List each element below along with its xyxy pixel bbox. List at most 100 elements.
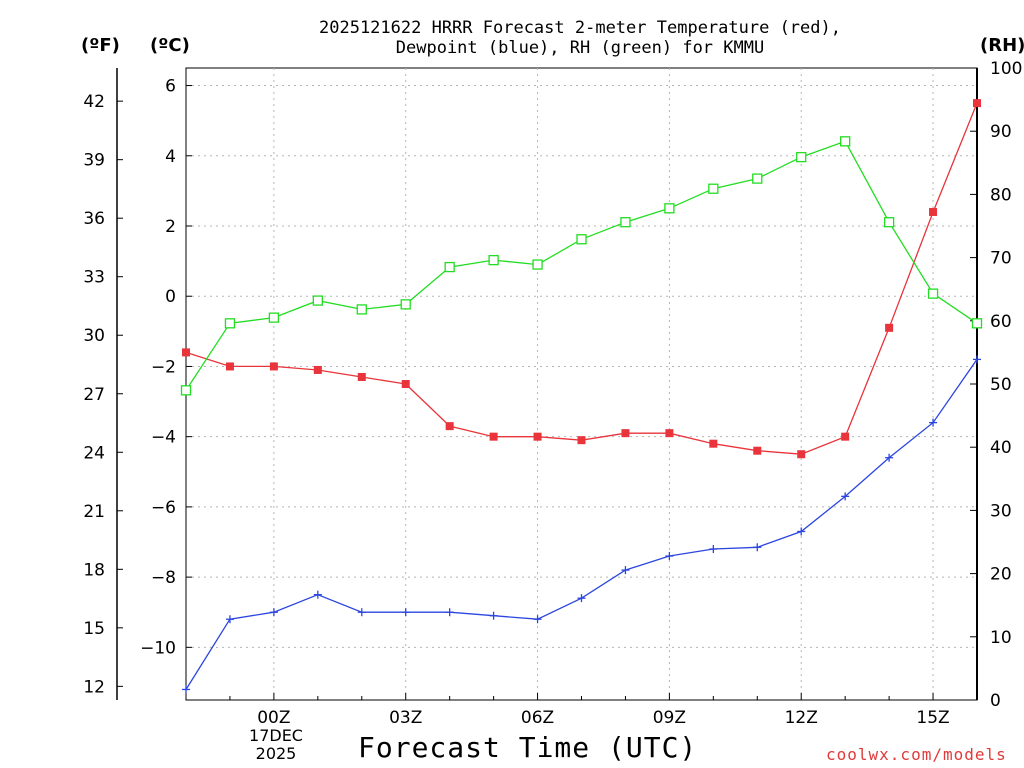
chart-title-line-1: 2025121622 HRRR Forecast 2-meter Tempera… [319, 18, 841, 38]
fahrenheit-tick-label: 33 [83, 268, 105, 288]
date-label-year: 2025 [255, 744, 297, 763]
dewpoint-point [182, 685, 190, 694]
celsius-unit-label: (ºC) [150, 35, 190, 56]
grid-lines [186, 68, 977, 700]
rh-axis: 0 10 20 30 40 50 60 70 80 90 100 [970, 59, 1022, 711]
2-meter-temperature-point [973, 99, 981, 108]
celsius-tick-label: 0 [165, 287, 176, 307]
2-meter-temperature-point [225, 362, 234, 371]
dewpoint-point [269, 608, 278, 617]
rh-point [708, 183, 719, 194]
fahrenheit-tick-label: 42 [83, 92, 105, 112]
2-meter-temperature-point [841, 432, 850, 441]
dewpoint-point [797, 527, 806, 536]
celsius-tick-label: −2 [151, 357, 176, 377]
dewpoint-point [489, 611, 498, 620]
rh-tick-label: 60 [990, 312, 1012, 332]
rh-point [752, 173, 763, 184]
2-meter-temperature-point [182, 348, 190, 357]
rh-point [664, 203, 675, 214]
rh-line [185, 140, 978, 391]
dewpoint-point [445, 608, 454, 617]
time-tick-label: 06Z [521, 708, 554, 728]
rh-tick-label: 30 [990, 501, 1012, 521]
rh-point [840, 136, 851, 147]
2-meter-temperature-point [885, 323, 894, 332]
rh-point [576, 234, 587, 245]
time-tick-label: 12Z [785, 708, 818, 728]
series-2-meter-temperature [182, 99, 981, 459]
rh-point [927, 288, 939, 299]
chart-title-line-2: Dewpoint (blue), RH (green) for KMMU [395, 38, 765, 58]
rh-point [224, 318, 236, 329]
rh-point [532, 259, 543, 270]
time-tick-label: 03Z [389, 708, 422, 728]
fahrenheit-tick-label: 24 [83, 443, 105, 463]
rh-point [488, 254, 499, 266]
series-rh [180, 136, 983, 396]
dewpoint-point [665, 552, 674, 561]
rh-unit-label: (RH) [980, 35, 1024, 56]
dewpoint-point [929, 418, 938, 427]
dewpoint-point [401, 608, 410, 617]
2-meter-temperature-point [665, 429, 674, 438]
fahrenheit-axis: 12 15 18 21 24 27 30 33 36 39 42 [83, 92, 123, 697]
celsius-tick-label: 2 [165, 217, 176, 237]
2-meter-temperature-point [577, 436, 586, 445]
dewpoint-point [533, 615, 542, 624]
rh-point [971, 318, 983, 329]
fahrenheit-tick-label: 30 [83, 326, 105, 346]
2-meter-temperature-point [445, 422, 454, 431]
time-tick-label: 09Z [653, 708, 686, 728]
date-label-day: 17DEC [249, 726, 303, 745]
2-meter-temperature-point [401, 380, 410, 388]
celsius-tick-label: −10 [140, 638, 176, 658]
celsius-tick-label: 4 [165, 147, 176, 167]
2-meter-temperature-point [533, 432, 542, 441]
rh-tick-label: 50 [990, 375, 1012, 395]
celsius-tick-label: 6 [165, 77, 176, 97]
fahrenheit-tick-label: 18 [83, 560, 105, 580]
fahrenheit-tick-label: 36 [83, 209, 105, 229]
dewpoint-point [709, 545, 718, 554]
time-axis: 00Z 03Z 06Z 09Z 12Z 15Z [185, 693, 978, 728]
dewpoint-point [577, 594, 586, 603]
rh-point [400, 299, 411, 310]
fahrenheit-tick-label: 12 [83, 677, 105, 697]
rh-point [180, 385, 192, 396]
dewpoint-point [885, 453, 894, 462]
fahrenheit-unit-label: (ºF) [81, 35, 120, 56]
fahrenheit-tick-label: 39 [83, 151, 105, 171]
rh-tick-label: 40 [990, 438, 1012, 458]
time-tick-label: 00Z [257, 708, 290, 728]
2-meter-temperature-point [269, 362, 278, 371]
series-layer [180, 99, 983, 694]
dewpoint-line [185, 359, 978, 690]
celsius-tick-label: −8 [151, 568, 176, 588]
rh-tick-label: 0 [990, 691, 1001, 711]
rh-point [356, 304, 367, 315]
dewpoint-point [313, 590, 322, 599]
2-meter-temperature-point [929, 207, 938, 216]
dewpoint-point [973, 355, 981, 364]
rh-tick-label: 90 [990, 122, 1012, 142]
plot-frame [185, 67, 978, 701]
rh-point [883, 217, 895, 228]
2-meter-temperature-point [621, 429, 630, 438]
series-dewpoint [182, 355, 981, 694]
rh-tick-label: 80 [990, 185, 1012, 205]
2-meter-temperature-point [357, 372, 366, 381]
2-meter-temperature-point [709, 439, 718, 448]
dewpoint-point [357, 608, 366, 617]
celsius-tick-label: −4 [151, 428, 176, 448]
2-meter-temperature-point [489, 432, 498, 441]
dewpoint-point [225, 615, 234, 624]
2-meter-temperature-point [313, 365, 322, 374]
2-meter-temperature-point [797, 450, 806, 459]
dewpoint-point [753, 543, 762, 552]
dewpoint-point [621, 566, 630, 575]
source-credit: coolwx.com/models [826, 745, 1007, 764]
rh-point [268, 312, 280, 323]
celsius-tick-label: −6 [151, 498, 176, 518]
